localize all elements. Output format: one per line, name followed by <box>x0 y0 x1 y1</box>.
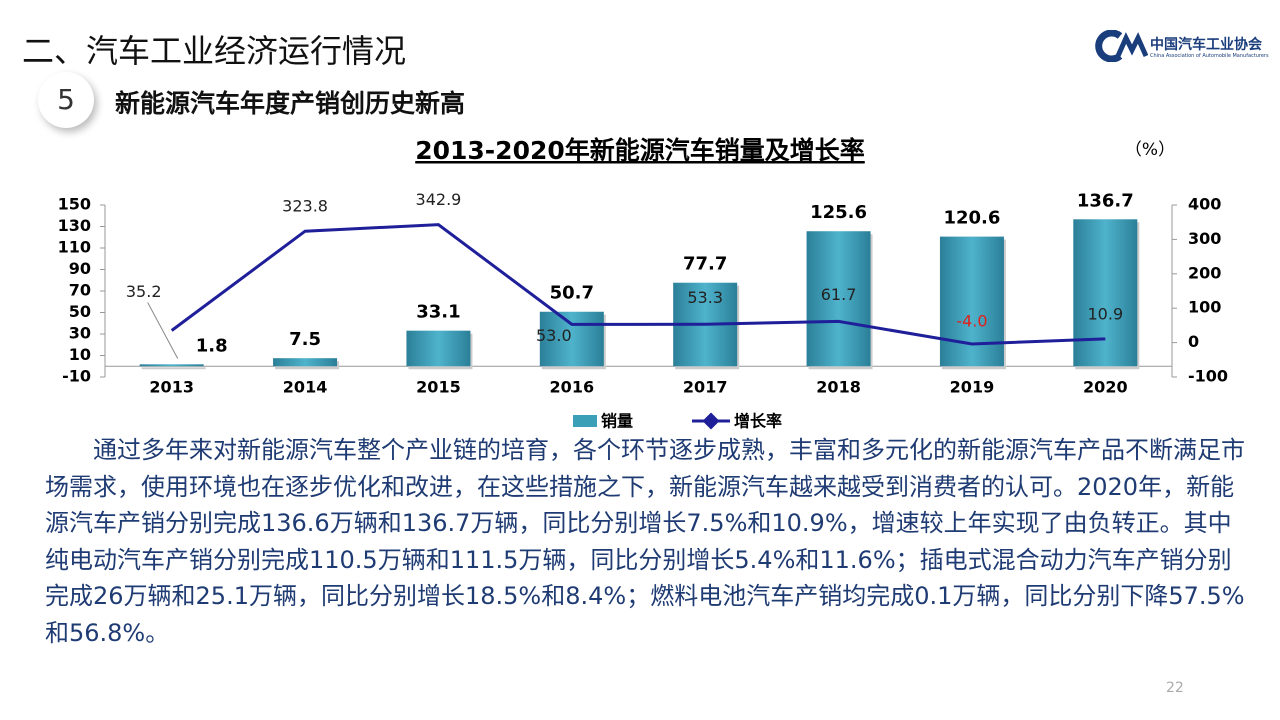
bar <box>806 231 871 367</box>
bar-label: 33.1 <box>416 302 460 323</box>
logo-mark <box>1095 30 1148 62</box>
bar-label: 125.6 <box>810 202 867 223</box>
y-tick-label: 70 <box>69 281 91 300</box>
x-tick-label: 2016 <box>550 378 595 397</box>
y-tick-label: 110 <box>58 238 91 257</box>
y-tick-label: 50 <box>69 302 91 321</box>
y2-tick-label: -100 <box>1188 367 1228 386</box>
legend-marker <box>702 412 720 430</box>
legend-swatch <box>573 415 597 427</box>
y2-tick-label: 0 <box>1188 332 1199 351</box>
page-number: 22 <box>1166 680 1184 696</box>
line-label: 35.2 <box>126 282 162 301</box>
leader-line <box>147 302 179 359</box>
line-label: 10.9 <box>1088 304 1124 323</box>
bar-label: 7.5 <box>289 329 321 350</box>
bar-label: 50.7 <box>550 283 594 304</box>
x-tick-label: 2017 <box>683 378 728 397</box>
line-label: 342.9 <box>416 190 462 209</box>
bar-label: 1.8 <box>196 335 228 356</box>
y-tick-label: 90 <box>69 259 91 278</box>
y2-label: （%） <box>1125 140 1175 160</box>
legend-label: 销量 <box>601 412 633 431</box>
bar-label: 77.7 <box>683 254 727 275</box>
x-tick-label: 2013 <box>149 378 194 397</box>
line-label: 323.8 <box>282 197 328 216</box>
legend-label: 增长率 <box>734 412 782 431</box>
y2-tick-label: 200 <box>1188 263 1221 282</box>
bar <box>273 358 338 367</box>
chart: 2013-2020年新能源汽车销量及增长率 （%） -10 10 30 50 70 90 1… <box>58 136 1228 431</box>
bar-shadow <box>141 367 206 370</box>
bar <box>139 364 204 367</box>
line-label: 53.0 <box>536 326 572 345</box>
x-tick-label: 2015 <box>416 378 461 397</box>
y-tick-label: 30 <box>69 324 91 343</box>
logo-english: China Association of Automobile Manufact… <box>1150 53 1269 59</box>
line-label: 61.7 <box>821 285 857 304</box>
y-tick-label: 130 <box>58 216 91 235</box>
section-title: 二、汽车工业经济运行情况 <box>22 32 407 70</box>
y-tick-label: 150 <box>58 195 91 214</box>
x-tick-label: 2018 <box>816 378 861 397</box>
y-tick-label: 10 <box>69 345 91 364</box>
x-tick-label: 2019 <box>950 378 995 397</box>
y-tick-label: -10 <box>62 367 91 386</box>
y2-tick-label: 400 <box>1188 195 1221 214</box>
chart-title: 2013-2020年新能源汽车销量及增长率 <box>415 136 865 165</box>
logo-text: 中国汽车工业协会 <box>1150 37 1262 53</box>
bar-label: 120.6 <box>943 208 1000 229</box>
bar <box>406 330 471 367</box>
paragraph: 通过多年来对新能源汽车整个产业链的培育，各个环节逐步成熟，丰富和多元化的新能源汽… <box>45 436 1245 647</box>
x-tick-label: 2020 <box>1083 378 1128 397</box>
bar <box>1073 219 1138 367</box>
y2-tick-label: 100 <box>1188 298 1221 317</box>
section-number: 5 <box>38 72 94 128</box>
y2-tick-label: 300 <box>1188 229 1221 248</box>
line-label: 53.3 <box>687 288 723 307</box>
bar-label: 136.7 <box>1077 190 1134 211</box>
growth-line <box>170 223 1106 346</box>
x-tick-label: 2014 <box>283 378 328 397</box>
line-label: -4.0 <box>956 311 987 330</box>
bar <box>939 236 1004 367</box>
bar <box>539 311 604 367</box>
subtitle: 新能源汽车年度产销创历史新高 <box>115 89 466 118</box>
